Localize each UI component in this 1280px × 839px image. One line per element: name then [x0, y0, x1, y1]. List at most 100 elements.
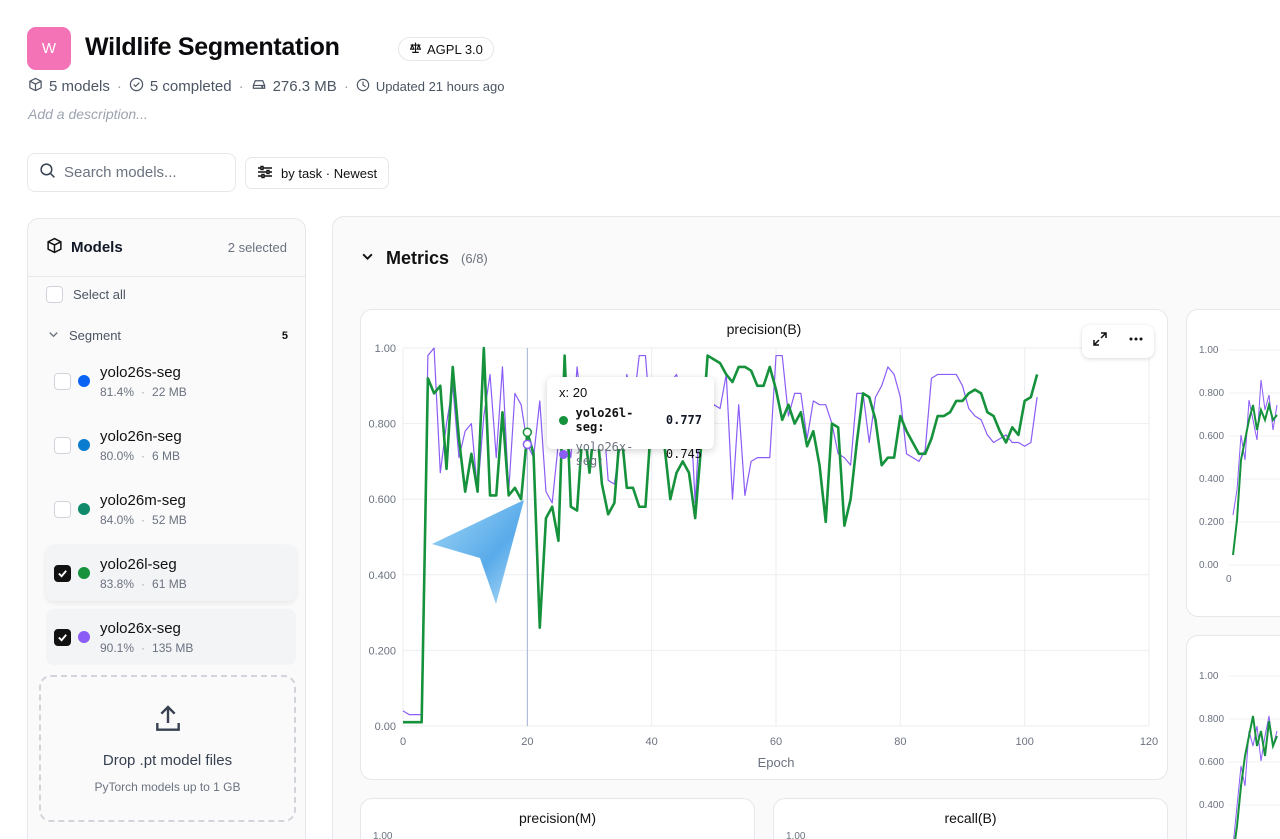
- model-item[interactable]: yolo26n-seg 80.0% · 6 MB: [46, 417, 296, 473]
- model-score: 90.1%: [100, 640, 135, 655]
- chevron-down-icon[interactable]: [361, 250, 374, 268]
- model-item[interactable]: yolo26m-seg 84.0% · 52 MB: [46, 481, 296, 537]
- x-tick-label: 100: [1015, 736, 1033, 748]
- model-checkbox[interactable]: [54, 564, 71, 582]
- cube-icon: [28, 77, 43, 96]
- more-options-icon[interactable]: [1128, 331, 1144, 352]
- group-segment[interactable]: Segment 5: [48, 328, 288, 343]
- tooltip-row: yolo26x-seg: 0.745: [559, 440, 702, 468]
- y-tick-label: 1.00: [1199, 671, 1219, 682]
- metrics-title: Metrics: [386, 248, 450, 268]
- precision-b-chart[interactable]: 0.00 0.200 0.400 0.600 0.800 1.00 0 20 40 60 80 10…: [360, 309, 1168, 780]
- y-tick-label: 0.800: [368, 419, 396, 431]
- select-all-row[interactable]: Select all: [46, 286, 126, 303]
- license-badge[interactable]: AGPL 3.0: [398, 37, 494, 61]
- model-score: 81.4%: [100, 384, 135, 399]
- chart-title: recall(B): [944, 810, 997, 826]
- search-icon: [39, 162, 56, 184]
- upload-icon: [152, 703, 184, 740]
- y-tick-label: 0.600: [1199, 431, 1224, 442]
- tooltip-x: x: 20: [559, 385, 588, 400]
- search-input[interactable]: [64, 164, 214, 181]
- select-all-label: Select all: [73, 287, 126, 302]
- dropzone-subtitle: PyTorch models up to 1 GB: [94, 780, 241, 794]
- model-score: 80.0%: [100, 448, 135, 463]
- tooltip-series-value: 0.777: [665, 413, 702, 427]
- tooltip-series-name: yolo26x-seg:: [575, 440, 634, 468]
- drive-icon: [251, 77, 267, 96]
- chart-title: precision(M): [518, 810, 596, 826]
- y-tick-label: 0.600: [1199, 757, 1224, 768]
- y-tick-label: 1.00: [375, 343, 396, 355]
- crosshair-point-yolo26l-seg: [522, 427, 533, 438]
- chart-toolbar: [1082, 325, 1154, 358]
- model-dropzone[interactable]: Drop .pt model files PyTorch models up t…: [39, 675, 296, 822]
- sliders-icon: [257, 165, 273, 182]
- model-item[interactable]: yolo26x-seg 90.1% · 135 MB: [46, 609, 296, 665]
- y-tick-label: 1.00: [373, 831, 393, 839]
- model-item[interactable]: yolo26s-seg 81.4% · 22 MB: [46, 353, 296, 409]
- completed-count: 5 completed: [149, 78, 232, 95]
- model-item[interactable]: yolo26l-seg 83.8% · 61 MB: [46, 545, 296, 601]
- models-sidebar: Models 2 selected Select all Segment 5 y…: [27, 218, 306, 839]
- model-color-dot: [78, 439, 90, 451]
- model-checkbox[interactable]: [54, 628, 71, 646]
- series-dot: [559, 449, 568, 459]
- sidebar-header: Models 2 selected: [28, 219, 305, 277]
- crosshair-point-yolo26x-seg: [522, 439, 533, 450]
- chevron-down-icon[interactable]: [48, 328, 59, 343]
- x-axis-label: Epoch: [758, 755, 795, 770]
- pointer-cursor-icon: [432, 500, 524, 604]
- chart-card-right-top: 1.00 0.800 0.600 0.400 0.200 0.00 0: [1186, 309, 1280, 617]
- y-tick-label: 0.400: [1199, 474, 1224, 485]
- storage-size: 276.3 MB: [272, 78, 337, 95]
- model-checkbox[interactable]: [54, 500, 71, 518]
- tooltip-row: yolo26l-seg: 0.777: [559, 406, 702, 434]
- expand-icon[interactable]: [1092, 331, 1108, 352]
- chart-tooltip: x: 20 yolo26l-seg: 0.777 yolo26x-seg: 0.…: [547, 377, 714, 468]
- y-tick-label: 0.800: [1199, 714, 1224, 725]
- x-tick-label: 120: [1140, 736, 1158, 748]
- project-meta: 5 models · 5 completed · 276.3 MB · Upda…: [28, 77, 504, 96]
- metrics-header[interactable]: Metrics (6/8): [361, 248, 488, 269]
- model-score: 83.8%: [100, 576, 135, 591]
- select-all-checkbox[interactable]: [46, 286, 63, 303]
- model-name: yolo26m-seg: [100, 491, 186, 509]
- cube-icon: [46, 237, 63, 259]
- x-tick-label: 40: [646, 736, 658, 748]
- model-size: 135 MB: [152, 640, 194, 655]
- model-size: 6 MB: [152, 448, 181, 463]
- license-label: AGPL 3.0: [427, 41, 483, 57]
- y-tick-label: 0.00: [1199, 560, 1219, 571]
- check-circle-icon: [129, 77, 144, 96]
- clock-icon: [356, 78, 370, 95]
- y-tick-label: 1.00: [786, 831, 806, 839]
- search-box[interactable]: [27, 153, 236, 192]
- project-title: Wildlife Segmentation: [85, 33, 340, 61]
- model-color-dot: [78, 375, 90, 387]
- mini-chart: 1.00 0.800 0.600 0.400: [1199, 671, 1280, 839]
- model-checkbox[interactable]: [54, 372, 71, 390]
- model-checkbox[interactable]: [54, 436, 71, 454]
- y-tick-label: 1.00: [1199, 345, 1219, 356]
- description-placeholder[interactable]: Add a description...: [28, 106, 148, 122]
- model-color-dot: [78, 567, 90, 579]
- tooltip-series-value: 0.745: [665, 447, 702, 461]
- mini-chart: 1.00 0.800 0.600 0.400 0.200 0.00 0: [1199, 345, 1280, 585]
- sort-filter-button[interactable]: by task · Newest: [245, 157, 390, 189]
- model-size: 61 MB: [152, 576, 187, 591]
- model-size: 22 MB: [152, 384, 187, 399]
- tooltip-series-name: yolo26l-seg:: [575, 406, 634, 434]
- model-color-dot: [78, 503, 90, 515]
- y-tick-label: 0.200: [1199, 517, 1224, 528]
- y-tick-label: 0.400: [368, 570, 396, 582]
- model-name: yolo26n-seg: [100, 427, 182, 445]
- model-name: yolo26l-seg: [100, 555, 177, 573]
- model-name: yolo26s-seg: [100, 363, 181, 381]
- x-tick-label: 0: [1226, 574, 1232, 585]
- updated-time: Updated 21 hours ago: [375, 79, 505, 94]
- y-tick-label: 0.800: [1199, 388, 1224, 399]
- model-name: yolo26x-seg: [100, 619, 181, 637]
- y-tick-label: 0.200: [368, 645, 396, 657]
- y-tick-label: 0.00: [375, 721, 396, 733]
